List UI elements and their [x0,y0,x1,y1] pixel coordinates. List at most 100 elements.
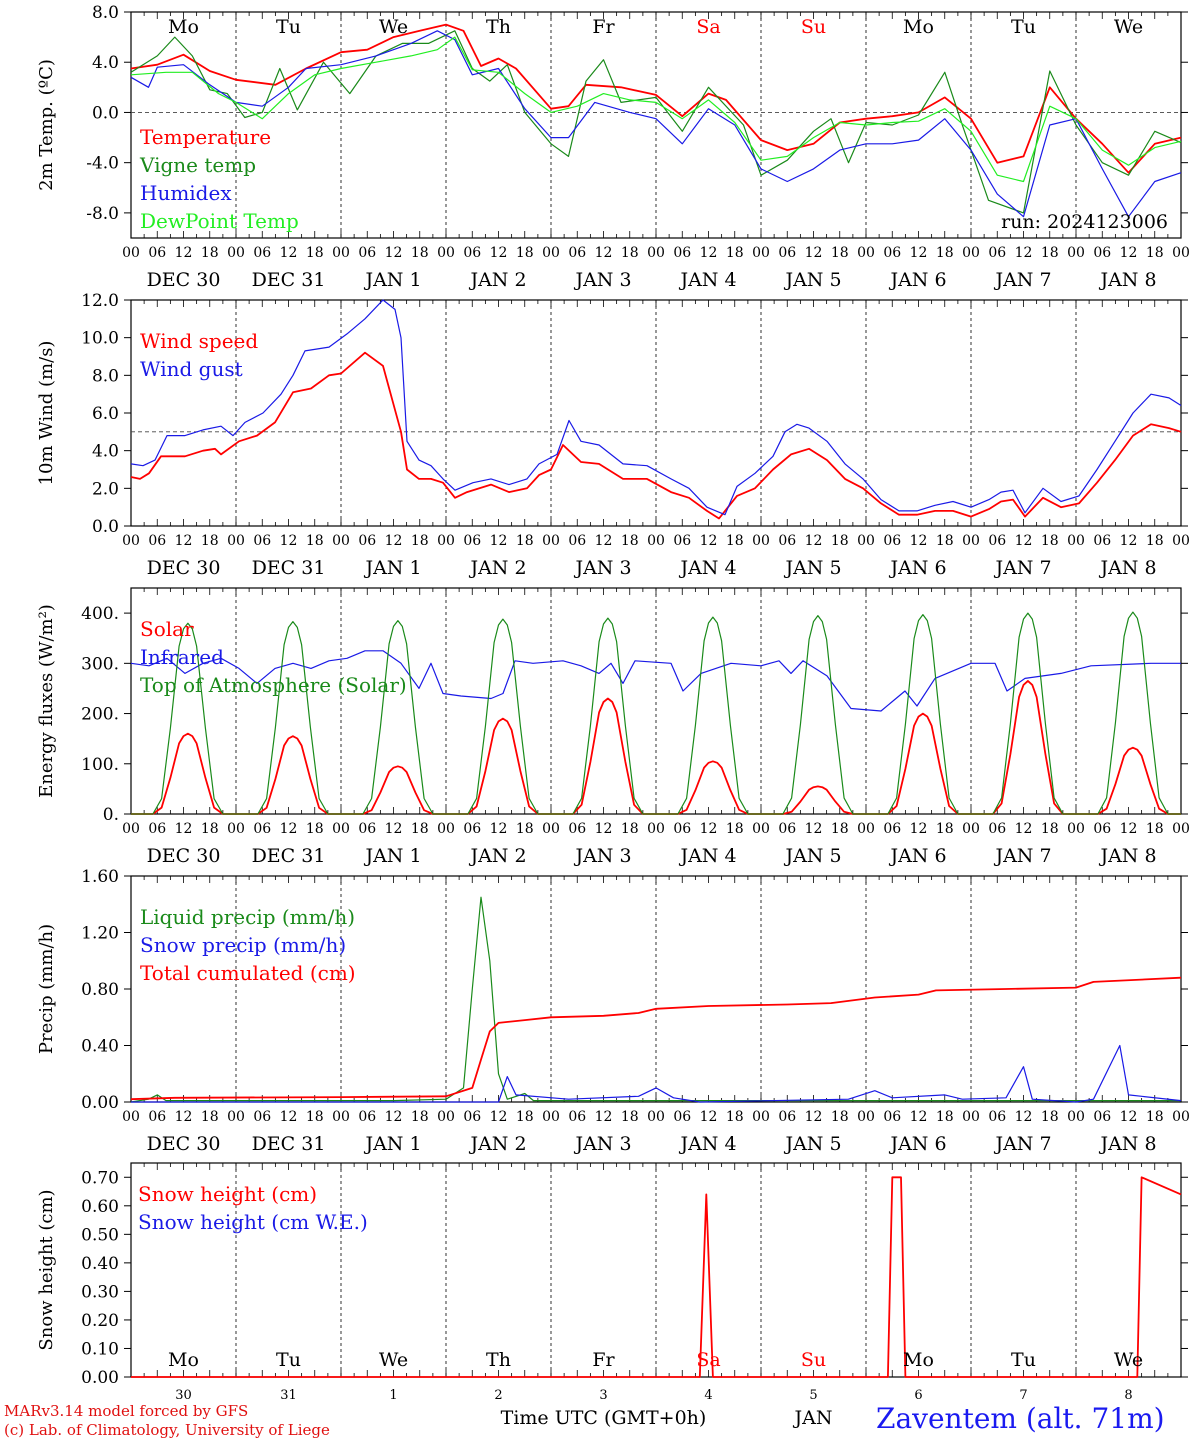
hour-tick-label: 12 [595,245,613,261]
hour-tick-label: 18 [831,245,849,261]
hour-tick-label: 00 [647,1109,665,1125]
weekday-label: Fr [592,16,615,38]
date-label: JAN 1 [363,1133,421,1155]
legend-entry: Snow precip (mm/h) [140,933,346,957]
hour-tick-label: 12 [910,245,928,261]
date-label: DEC 30 [147,1133,221,1155]
hour-tick-label: 18 [306,245,324,261]
series-line-wind-gust [130,299,1182,516]
hour-tick-label: 12 [175,245,193,261]
hour-tick-label: 12 [490,821,508,837]
weekday-label-bottom: Mo [168,1349,199,1371]
hour-tick-label: 12 [1015,245,1033,261]
y-tick-label: 0.10 [81,1339,119,1359]
weekday-label-bottom: Th [486,1349,511,1371]
y-tick-label: 0.70 [81,1168,119,1188]
hour-tick-label: 00 [122,821,140,837]
hour-tick-label: 00 [752,1109,770,1125]
hour-tick-label: 18 [726,533,744,549]
hour-tick-label: 18 [831,1109,849,1125]
hour-tick-label: 18 [936,245,954,261]
legend-entry: Temperature [140,125,271,149]
hour-tick-label: 12 [1120,245,1138,261]
hour-tick-label: 18 [621,1109,639,1125]
legend-entry: Humidex [140,181,232,205]
y-tick-label: 0. [103,805,119,825]
hour-tick-label: 00 [437,533,455,549]
bottom-day-number: 3 [599,1388,607,1403]
hour-tick-label: 18 [411,533,429,549]
hour-tick-label: 18 [201,533,219,549]
y-tick-label: -8.0 [86,204,119,224]
series-line-snow-height-cm- [131,1176,1182,1378]
hour-tick-label: 00 [962,245,980,261]
hour-tick-label: 06 [253,1109,271,1125]
hour-tick-label: 12 [1120,1109,1138,1125]
hour-tick-label: 00 [752,245,770,261]
series-line-top-of-atmosphere-solar- [131,611,1181,815]
series-line-wind-speed [130,351,1182,520]
station-label: Zaventem (alt. 71m) [876,1402,1165,1435]
hour-tick-label: 18 [831,533,849,549]
hour-tick-label: 06 [988,1109,1006,1125]
y-axis-label: Snow height (cm) [36,1189,57,1350]
hour-tick-label: 12 [700,533,718,549]
hour-tick-label: 00 [1172,533,1190,549]
hour-tick-label: 06 [148,821,166,837]
weekday-label: We [1114,16,1143,38]
hour-tick-label: 18 [201,821,219,837]
hour-tick-label: 12 [490,245,508,261]
hour-tick-label: 18 [726,245,744,261]
hour-tick-label: 06 [358,533,376,549]
hour-tick-label: 18 [936,821,954,837]
bottom-month: JAN [793,1407,833,1429]
hour-tick-label: 12 [805,821,823,837]
hour-tick-label: 00 [857,245,875,261]
y-tick-label: 0.60 [81,1197,119,1217]
date-label: JAN 2 [468,1133,526,1155]
weekday-label: Mo [903,16,934,38]
hour-tick-label: 12 [175,1109,193,1125]
hour-tick-label: 00 [437,1109,455,1125]
credit-lab: (c) Lab. of Climatology, University of L… [4,1421,330,1439]
hour-tick-label: 06 [778,1109,796,1125]
hour-tick-label: 18 [201,1109,219,1125]
date-label: JAN 6 [888,845,946,867]
hour-tick-label: 00 [332,245,350,261]
hour-tick-label: 06 [778,245,796,261]
date-label: JAN 4 [678,1133,736,1155]
y-axis-label: 10m Wind (m/s) [36,341,57,486]
weekday-label: Tu [1011,16,1036,38]
series-line-humidex [130,30,1182,218]
hour-tick-label: 00 [1172,245,1190,261]
hour-tick-label: 18 [1041,245,1059,261]
hour-tick-label: 12 [280,821,298,837]
hour-tick-label: 12 [595,533,613,549]
hour-tick-label: 06 [253,821,271,837]
hour-tick-label: 06 [673,245,691,261]
y-tick-label: 8.0 [92,3,119,23]
bottom-day-number: 8 [1124,1388,1132,1403]
hour-tick-label: 18 [726,821,744,837]
date-label: JAN 6 [888,557,946,579]
hour-tick-label: 06 [568,821,586,837]
y-tick-label: 10.0 [81,329,119,349]
hour-tick-label: 18 [516,1109,534,1125]
legend-entry: Infrared [140,645,224,669]
hour-tick-label: 12 [385,1109,403,1125]
weekday-label: Mo [168,16,199,38]
hour-tick-label: 00 [962,1109,980,1125]
hour-tick-label: 06 [253,533,271,549]
bottom-day-number: 2 [494,1388,502,1403]
hour-tick-label: 06 [778,821,796,837]
date-label: JAN 3 [573,557,631,579]
weekday-label-bottom: Tu [1011,1349,1036,1371]
hour-tick-label: 00 [752,821,770,837]
y-axis-label: Precip (mm/h) [36,924,57,1054]
y-tick-label: 8.0 [92,366,119,386]
hour-tick-label: 18 [1041,1109,1059,1125]
hour-tick-label: 06 [463,821,481,837]
legend-entry: Snow height (cm W.E.) [138,1210,368,1234]
date-label: JAN 1 [363,269,421,291]
y-tick-label: 12.0 [81,291,119,311]
